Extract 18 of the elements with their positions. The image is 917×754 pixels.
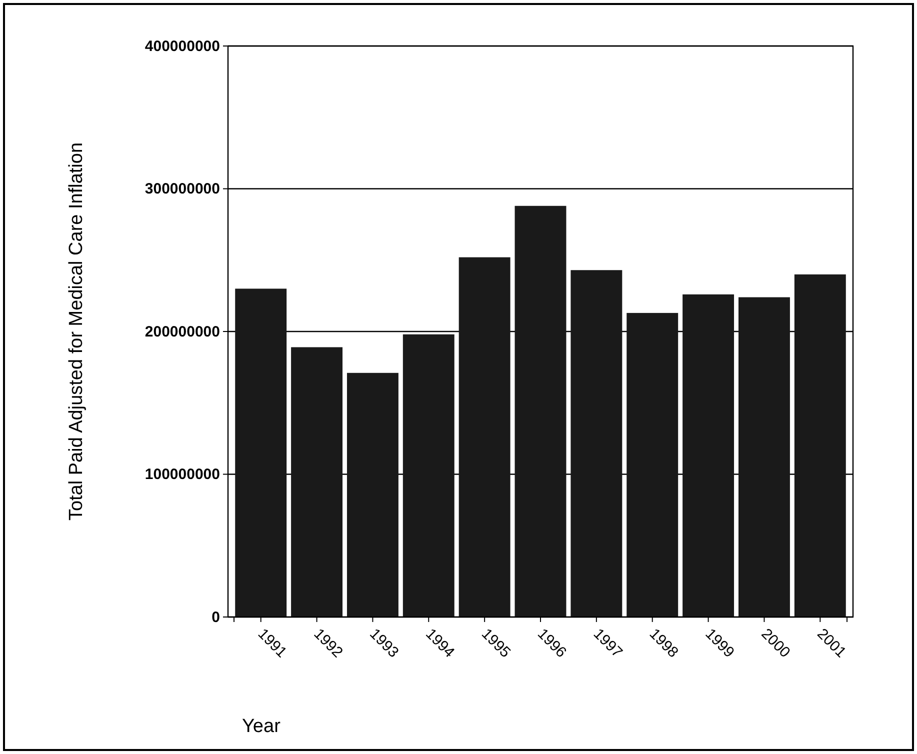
y-tick-label: 0 (212, 608, 220, 626)
bar (682, 294, 734, 617)
y-tick-label: 200000000 (144, 323, 220, 340)
y-tick-label: 300000000 (144, 180, 220, 198)
x-axis-title: Year (242, 716, 282, 737)
bar (794, 274, 846, 617)
bar (514, 206, 566, 617)
bar (346, 372, 398, 617)
bar (570, 270, 622, 617)
y-tick-label: 100000000 (144, 466, 220, 484)
bar (626, 312, 678, 617)
y-tick-label: 400000000 (144, 38, 220, 55)
bar (738, 297, 790, 617)
y-axis-title: Total Paid Adjusted for Medical Care Inflation (66, 142, 87, 521)
bar (235, 288, 287, 617)
bar (291, 347, 343, 617)
bar (402, 334, 454, 617)
bar (458, 257, 510, 617)
